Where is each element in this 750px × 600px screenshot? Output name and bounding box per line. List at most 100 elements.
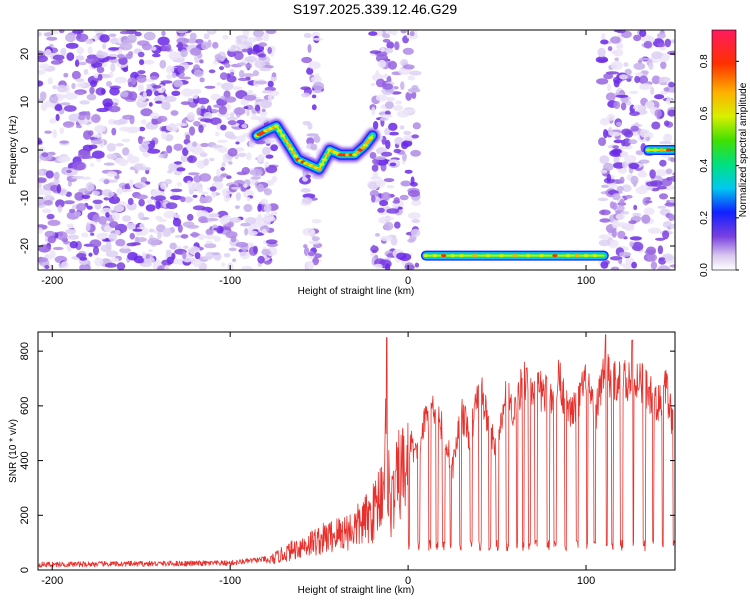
noise-blob-1065 xyxy=(313,135,321,143)
noise-blob-330 xyxy=(148,228,155,233)
noise-blob-1524 xyxy=(615,222,629,228)
noise-blob-679 xyxy=(111,211,120,221)
noise-blob-1066 xyxy=(308,240,321,245)
noise-blob-480 xyxy=(228,134,237,140)
noise-blob-780 xyxy=(199,77,205,83)
signal-hotspot-0-10-2 xyxy=(366,138,372,142)
noise-blob-855 xyxy=(43,32,53,37)
noise-blob-1151 xyxy=(380,47,386,53)
noise-blob-675 xyxy=(100,74,111,79)
noise-blob-914 xyxy=(177,41,184,50)
noise-blob-739 xyxy=(171,72,177,78)
noise-blob-795 xyxy=(103,179,110,185)
noise-blob-525 xyxy=(237,77,250,81)
noise-blob-1020 xyxy=(41,152,49,158)
noise-blob-1556 xyxy=(621,139,626,147)
noise-blob-1398 xyxy=(600,184,609,188)
noise-blob-1022 xyxy=(180,196,186,203)
noise-blob-145 xyxy=(173,170,183,176)
noise-blob-865 xyxy=(166,123,179,132)
noise-blob-1578 xyxy=(632,180,637,187)
noise-blob-53 xyxy=(115,143,124,147)
noise-blob-392 xyxy=(232,258,237,263)
noise-blob-728 xyxy=(161,131,168,140)
noise-blob-1576 xyxy=(610,60,623,71)
noise-blob-498 xyxy=(112,102,118,107)
noise-blob-665 xyxy=(233,107,246,116)
noise-blob-328 xyxy=(186,38,199,44)
noise-blob-991 xyxy=(128,81,133,88)
noise-blob-1546 xyxy=(619,74,629,80)
spectrogram-y-tick-label-3: -10 xyxy=(19,190,31,206)
noise-blob-291 xyxy=(140,176,147,184)
noise-blob-1587 xyxy=(663,120,670,127)
noise-blob-964 xyxy=(160,182,167,190)
noise-blob-308 xyxy=(65,228,77,235)
noise-blob-1376 xyxy=(660,61,667,70)
noise-blob-909 xyxy=(82,176,92,181)
noise-blob-1486 xyxy=(630,125,639,132)
noise-blob-892 xyxy=(228,161,233,165)
noise-blob-837 xyxy=(179,76,192,80)
noise-blob-200 xyxy=(122,215,132,222)
noise-blob-47 xyxy=(52,246,64,251)
noise-blob-581 xyxy=(236,119,245,124)
noise-blob-1220 xyxy=(380,235,393,242)
noise-blob-917 xyxy=(49,94,59,104)
noise-blob-1387 xyxy=(599,155,610,165)
signal-hotspot-0-6-0 xyxy=(316,167,322,171)
noise-blob-535 xyxy=(200,142,209,148)
noise-blob-1225 xyxy=(409,181,418,187)
noise-blob-962 xyxy=(91,139,103,145)
noise-blob-506 xyxy=(190,47,202,56)
noise-blob-1336 xyxy=(595,56,609,64)
noise-blob-1023 xyxy=(69,241,79,249)
noise-blob-823 xyxy=(160,101,171,110)
noise-blob-1548 xyxy=(629,236,643,241)
noise-blob-461 xyxy=(237,152,247,158)
noise-blob-872 xyxy=(208,213,220,218)
noise-blob-684 xyxy=(68,113,82,122)
noise-blob-54 xyxy=(183,245,189,249)
spectrogram-x-tick-label-0: -200 xyxy=(41,275,63,287)
noise-blob-427 xyxy=(100,207,113,215)
noise-blob-995 xyxy=(106,171,118,177)
noise-blob-678 xyxy=(232,86,243,91)
noise-blob-927 xyxy=(54,104,63,111)
noise-blob-516 xyxy=(236,62,246,66)
noise-blob-1549 xyxy=(622,161,628,169)
noise-blob-930 xyxy=(235,141,240,145)
noise-blob-659 xyxy=(143,257,155,264)
noise-blob-178 xyxy=(90,232,95,236)
noise-blob-948 xyxy=(243,183,248,188)
noise-blob-857 xyxy=(139,143,149,153)
noise-blob-919 xyxy=(194,252,201,260)
signal-hotspot-1-0-2 xyxy=(441,254,447,258)
noise-blob-979 xyxy=(269,90,280,97)
noise-blob-1285 xyxy=(402,47,414,55)
noise-blob-40 xyxy=(170,110,179,116)
noise-blob-297 xyxy=(180,154,188,163)
noise-blob-1082 xyxy=(307,122,313,130)
noise-blob-1211 xyxy=(369,152,377,159)
noise-blob-859 xyxy=(61,156,71,162)
noise-blob-988 xyxy=(211,144,224,148)
noise-blob-114 xyxy=(138,126,146,132)
noise-blob-1017 xyxy=(59,127,64,134)
signal-hotspot-1-0-0 xyxy=(423,254,429,258)
noise-blob-1135 xyxy=(384,30,393,34)
signal-hotspot-0-3-2 xyxy=(290,150,296,154)
noise-blob-471 xyxy=(155,200,161,210)
noise-blob-1469 xyxy=(621,184,632,192)
noise-blob-786 xyxy=(262,99,273,108)
noise-blob-1609 xyxy=(628,162,640,170)
noise-blob-647 xyxy=(128,51,134,57)
noise-blob-1038 xyxy=(306,137,315,145)
noise-blob-669 xyxy=(116,188,123,195)
noise-blob-967 xyxy=(261,228,267,234)
noise-blob-929 xyxy=(180,234,189,239)
noise-blob-822 xyxy=(52,85,58,90)
noise-blob-1068 xyxy=(300,86,311,91)
noise-blob-941 xyxy=(227,147,238,157)
